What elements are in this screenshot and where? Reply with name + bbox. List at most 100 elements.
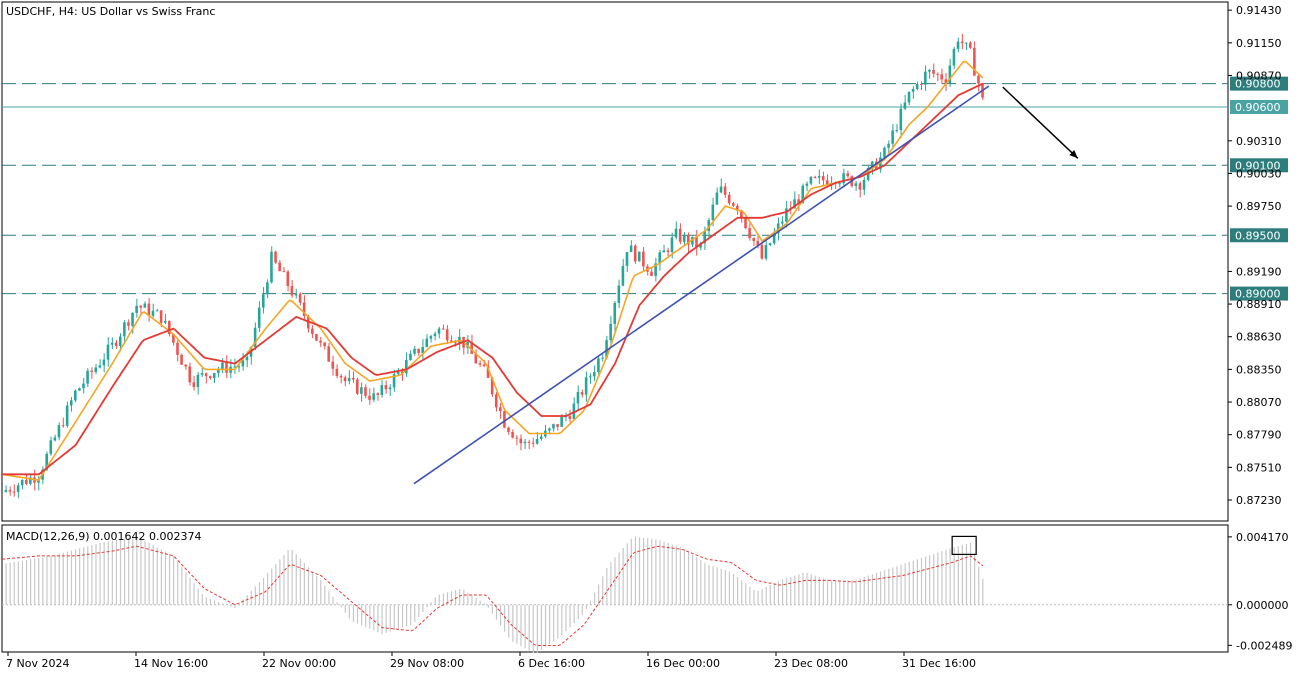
candle-body [678,228,682,242]
candle-body [772,233,776,244]
candle-body [98,365,102,368]
candle-body [895,130,899,132]
candle-body [270,251,273,283]
candle-body [699,243,702,248]
candle-body [846,173,849,177]
price-tick-label: 0.90870 [1236,69,1282,82]
candle-body [907,91,911,103]
candle-body [176,342,179,355]
candle-body [184,364,187,367]
candle-body [588,376,592,378]
candle-body [821,176,825,181]
candle-body [286,271,290,287]
candle-body [200,373,204,375]
candle-body [584,377,588,395]
candle-body [548,428,551,431]
ma-slow-line [2,82,984,476]
candle-body [323,342,326,347]
candle-body [899,108,903,131]
candle-body [797,199,800,204]
price-tick-label: 0.87230 [1236,494,1282,507]
candle-body [515,437,518,439]
candle-body [531,442,535,444]
candle-body [527,441,531,443]
level-badge [1230,286,1288,301]
price-tick-label: 0.89190 [1236,265,1282,278]
candle-body [217,369,220,374]
time-tick-label: 29 Nov 08:00 [390,657,464,670]
candle-body [106,344,110,360]
candle-body [388,387,392,390]
candle-body [123,322,126,337]
forecast-arrow-icon [1002,86,1079,159]
candle-body [396,371,400,375]
price-tick-label: 0.90030 [1236,167,1282,180]
candle-body [168,320,171,335]
candle-body [736,205,739,211]
price-tick-label: 0.88070 [1236,396,1282,409]
candle-body [355,379,359,394]
candle-body [315,333,318,341]
forecast-arrow-head-icon [1069,150,1078,159]
candle-body [445,329,449,341]
candle-body [274,251,277,263]
candle-body [973,47,976,76]
candle-body [364,387,367,396]
candle-body [131,312,134,326]
candle-body [944,79,948,84]
candle-body [90,370,93,373]
candle-body [372,393,375,400]
candle-body [756,240,760,246]
candle-body [617,285,621,303]
candle-body [674,228,678,238]
candle-body [621,265,625,286]
candle-body [776,223,780,234]
candle-body [752,238,755,241]
price-tick-label: 0.88350 [1236,363,1282,376]
candle-body [192,382,196,387]
candle-body [384,385,388,390]
candle-body [490,377,494,395]
candle-body [870,161,874,168]
candle-body [24,479,28,484]
time-tick-label: 7 Nov 2024 [6,657,69,670]
candle-body [801,185,805,204]
candle-body [16,485,20,492]
candle-body [327,346,330,362]
candle-body [69,400,73,406]
candle-body [351,377,355,380]
candle-body [94,367,98,373]
candle-body [964,42,968,44]
candle-body [135,305,138,313]
candle-body [658,252,661,264]
level-badge [1230,99,1288,114]
candle-body [572,403,576,419]
candle-body [486,366,490,378]
price-tick-label: 0.87510 [1236,461,1282,474]
candle-body [523,441,527,444]
candle-body [225,362,228,373]
candle-body [748,228,751,239]
candle-body [793,199,796,209]
candle-body [290,286,294,296]
candle-body [740,210,743,218]
candle-body [919,83,923,85]
candle-body [609,323,612,341]
candle-body [891,130,894,144]
candle-body [601,357,604,359]
candle-body [948,65,952,84]
candle-body [552,424,555,429]
level-badge [1230,228,1288,243]
candle-body [539,436,543,439]
macd-highlight-box [951,535,977,555]
time-tick-label: 31 Dec 16:00 [902,657,976,670]
candle-body [237,366,241,368]
macd-panel-frame [1,524,1229,653]
candle-body [172,334,175,343]
candle-body [82,383,85,389]
candle-body [723,186,727,195]
candle-body [887,143,890,148]
candle-body [441,328,445,330]
ma-fast-line [1,60,984,482]
candle-body [159,310,163,323]
